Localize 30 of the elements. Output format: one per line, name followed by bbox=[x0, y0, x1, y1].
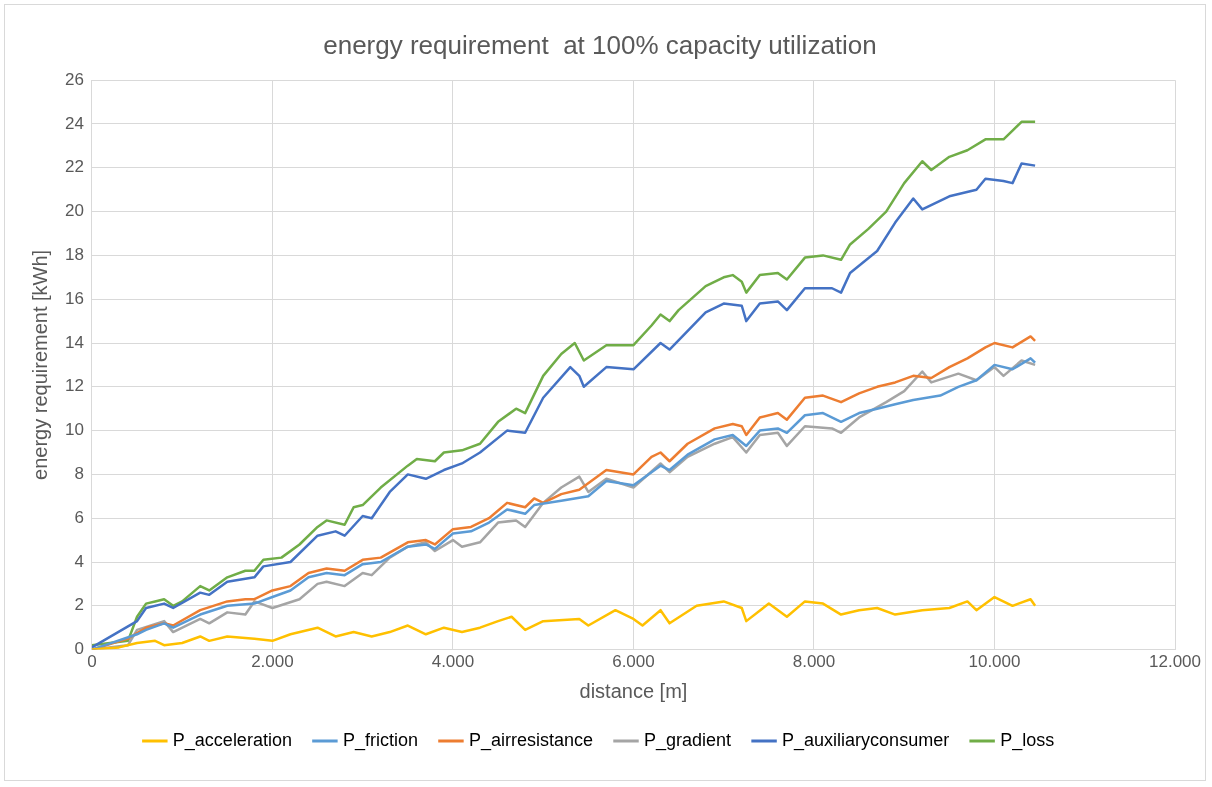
x-tick-label: 2.000 bbox=[251, 652, 294, 672]
y-tick-label: 6 bbox=[74, 507, 84, 527]
x-tick-label: 6.000 bbox=[612, 652, 655, 672]
y-tick-label: 10 bbox=[64, 420, 84, 440]
y-tick-label: 2 bbox=[74, 595, 84, 615]
legend-label: P_auxiliaryconsumer bbox=[782, 729, 950, 751]
y-tick-label: 16 bbox=[64, 288, 84, 308]
x-axis-title: distance [m] bbox=[579, 679, 688, 702]
legend-label: P_loss bbox=[1000, 729, 1055, 751]
x-tick-label: 0 bbox=[87, 652, 97, 672]
legend-label: P_acceleration bbox=[172, 729, 292, 751]
y-tick-label: 0 bbox=[74, 639, 84, 659]
y-axis-title: energy requirement [kWh] bbox=[28, 249, 51, 480]
y-tick-label: 24 bbox=[64, 113, 84, 133]
y-tick-label: 14 bbox=[64, 332, 84, 352]
legend-label: P_friction bbox=[342, 729, 418, 751]
legend-label: P_airresistance bbox=[468, 729, 594, 751]
legend-label: P_gradient bbox=[644, 729, 732, 751]
y-tick-label: 20 bbox=[64, 201, 84, 221]
x-tick-label: 8.000 bbox=[792, 652, 836, 672]
chart-title: energy requirement at 100% capacity utilization bbox=[323, 29, 877, 60]
x-tick-label: 10.000 bbox=[968, 652, 1021, 672]
x-tick-label: 4.000 bbox=[431, 652, 475, 672]
y-tick-label: 8 bbox=[74, 464, 84, 484]
y-tick-label: 26 bbox=[64, 69, 84, 89]
y-tick-label: 12 bbox=[64, 376, 84, 396]
x-tick-label: 12.000 bbox=[1149, 652, 1201, 672]
y-tick-label: 22 bbox=[64, 157, 84, 177]
y-tick-label: 4 bbox=[74, 551, 84, 571]
y-tick-label: 18 bbox=[64, 245, 84, 265]
